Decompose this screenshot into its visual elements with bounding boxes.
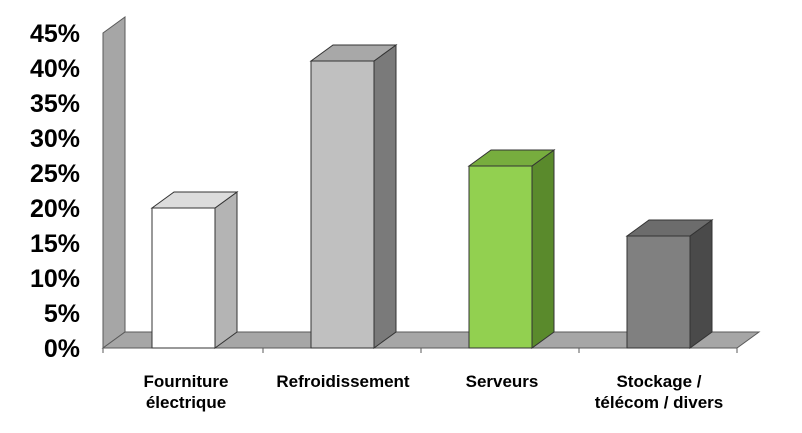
y-tick-label: 40% [30,55,80,83]
y-axis-ticks: 0% 5% 10% 15% 20% 25% 30% 35% 40% 45% [30,20,80,363]
x-tick-label-line: Serveurs [466,372,539,391]
bar [150,191,239,349]
x-tick-label-line: télécom / divers [595,393,724,412]
x-tick-label: Serveurs [466,372,539,391]
bar-front [151,207,216,349]
bar [625,219,714,349]
bar-side [373,44,397,349]
y-tick-label: 25% [30,160,80,188]
back-wall [102,16,126,349]
bar [309,44,398,349]
y-tick-label: 15% [30,230,80,258]
x-tick-label: Fourniture électrique [144,372,229,412]
y-tick-label: 10% [30,265,80,293]
x-tick-label-line: Fourniture [144,372,229,391]
x-tick-label: Stockage / télécom / divers [595,372,724,412]
bar-side [214,191,238,349]
x-tick-label: Refroidissement [276,372,410,391]
y-tick-label: 45% [30,20,80,48]
x-tick-label-line: Refroidissement [276,372,410,391]
bars [150,44,714,349]
y-tick-label: 30% [30,125,80,153]
bar-side [689,219,713,349]
y-tick-label: 20% [30,195,80,223]
y-tick-label: 35% [30,90,80,118]
bar-front [626,235,691,349]
bar [467,149,556,349]
bar-side [531,149,555,349]
y-tick-label: 0% [44,335,80,363]
y-tick-label: 5% [44,300,80,328]
x-tick-label-line: électrique [146,393,226,412]
bar-front [310,60,375,349]
bar-front [468,165,533,349]
x-tick-label-line: Stockage / [616,372,701,391]
x-axis-labels: Fourniture électrique Refroidissement Serve… [144,372,724,412]
